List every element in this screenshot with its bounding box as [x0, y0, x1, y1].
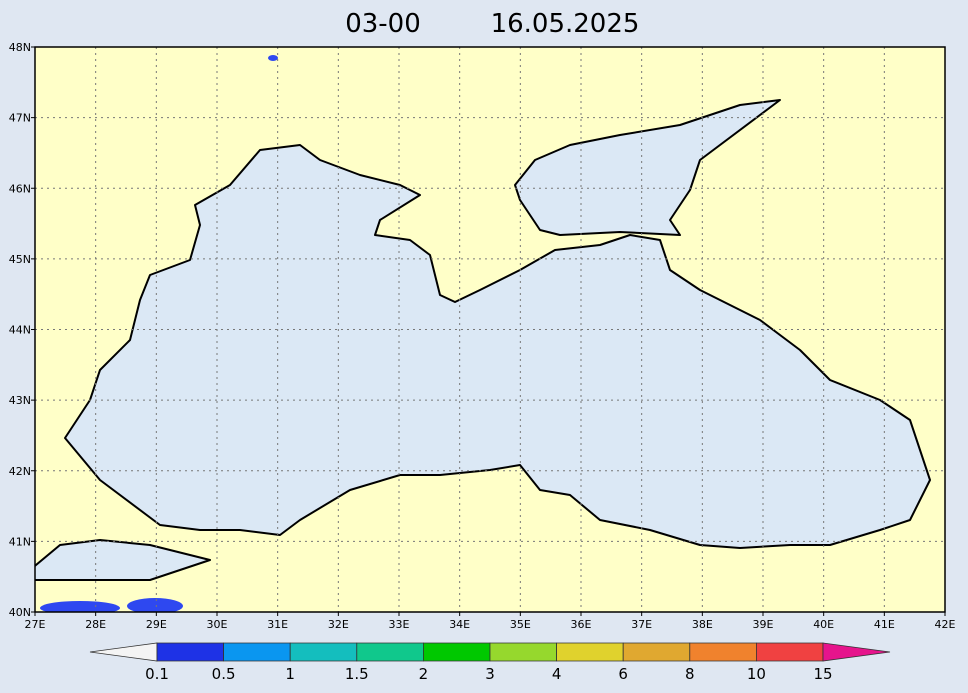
- colorbar-segment: [89, 642, 158, 662]
- x-tick-label: 31E: [267, 618, 288, 631]
- colorbar-label: 6: [618, 665, 628, 683]
- colorbar-label: 8: [685, 665, 695, 683]
- x-tick-label: 39E: [753, 618, 774, 631]
- x-tick-label: 42E: [935, 618, 956, 631]
- colorbar-segment: [223, 642, 291, 662]
- x-tick-label: 38E: [692, 618, 713, 631]
- x-tick-label: 33E: [389, 618, 410, 631]
- colorbar-segment: [756, 642, 824, 662]
- colorbar-label: 10: [747, 665, 766, 683]
- ticks: 27E 28E 29E 30E 31E 32E 33E 34E 35E 36E 37E 38E 39E 4…: [9, 41, 956, 631]
- y-tick-label: 44N: [9, 324, 31, 337]
- colorbar-segment: [156, 642, 224, 662]
- x-tick-label: 41E: [874, 618, 895, 631]
- x-tick-label: 37E: [631, 618, 652, 631]
- sea-of-azov: [514, 99, 781, 236]
- colorbar-segment: [356, 642, 424, 662]
- x-tick-label: 29E: [146, 618, 167, 631]
- colorbar-label: 0.5: [212, 665, 236, 683]
- y-tick-label: 42N: [9, 465, 31, 478]
- x-tick-label: 36E: [571, 618, 592, 631]
- colorbar-segment: [622, 642, 691, 662]
- x-tick-label: 40E: [813, 618, 834, 631]
- x-tick-label: 30E: [207, 618, 228, 631]
- title-date: 16.05.2025: [491, 9, 640, 39]
- x-tick-label: 35E: [510, 618, 531, 631]
- black-sea: [64, 144, 931, 549]
- y-tick-label: 41N: [9, 535, 31, 548]
- precip-area: [40, 55, 278, 612]
- y-tick-label: 40N: [9, 606, 31, 619]
- sea-of-marmara: [35, 539, 211, 581]
- y-tick-label: 45N: [9, 253, 31, 266]
- x-tick-label: 32E: [328, 618, 349, 631]
- colorbar: 0.1 0.5 1 1.5 2 3 4 6 8 10 15: [89, 642, 891, 683]
- y-tick-label: 48N: [9, 41, 31, 54]
- colorbar-segment: [822, 642, 891, 662]
- colorbar-label: 15: [813, 665, 832, 683]
- colorbar-label: 3: [485, 665, 495, 683]
- colorbar-segment: [689, 642, 757, 662]
- x-tick-label: 27E: [25, 618, 46, 631]
- colorbar-segment: [556, 642, 624, 662]
- colorbar-segment: [289, 642, 358, 662]
- colorbar-label: 1.5: [345, 665, 369, 683]
- y-tick-label: 46N: [9, 182, 31, 195]
- title-time: 03-00: [345, 9, 421, 39]
- x-tick-label: 28E: [85, 618, 106, 631]
- colorbar-segment: [423, 642, 491, 662]
- colorbar-label: 2: [419, 665, 429, 683]
- colorbar-label: 0.1: [145, 665, 169, 683]
- colorbar-segment: [489, 642, 557, 662]
- colorbar-label: 4: [552, 665, 562, 683]
- colorbar-label: 1: [285, 665, 295, 683]
- x-tick-label: 34E: [449, 618, 470, 631]
- y-tick-label: 43N: [9, 394, 31, 407]
- y-tick-label: 47N: [9, 112, 31, 125]
